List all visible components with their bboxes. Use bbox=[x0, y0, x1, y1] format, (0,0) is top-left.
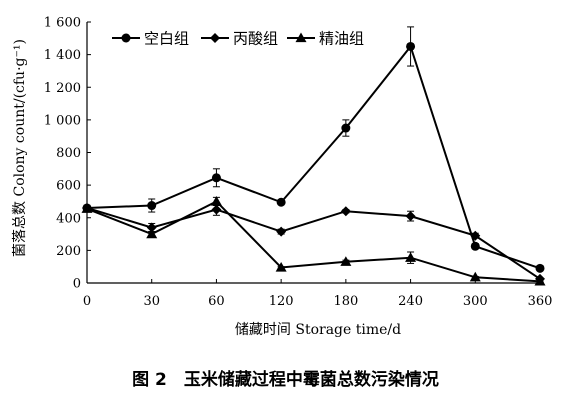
x-tick-label: 360 bbox=[528, 294, 553, 309]
x-tick-label: 300 bbox=[463, 294, 488, 309]
series-line bbox=[86, 200, 541, 283]
series-circle bbox=[82, 26, 545, 273]
x-tick-label: 240 bbox=[398, 294, 423, 309]
data-point bbox=[470, 230, 481, 241]
y-axis-ticks: 0 200 400 600 800 1 000 1 200 1 400 1 600 bbox=[44, 16, 91, 292]
y-axis-label: 菌落总数 Colony count/(cfu·g⁻¹) bbox=[12, 39, 28, 257]
x-tick-label: 60 bbox=[208, 294, 225, 309]
data-point bbox=[275, 262, 287, 272]
legend-item: 空白组 bbox=[112, 30, 189, 48]
data-point bbox=[81, 203, 93, 213]
y-tick-label: 600 bbox=[56, 179, 81, 194]
legend-label: 空白组 bbox=[144, 30, 189, 48]
data-point bbox=[469, 271, 481, 282]
data-point bbox=[147, 201, 157, 211]
y-tick-label: 1 000 bbox=[44, 113, 81, 128]
x-axis-ticks: 0 30 60 120 180 240 300 360 bbox=[83, 279, 553, 309]
y-tick-label: 400 bbox=[56, 211, 81, 226]
line-chart: 0 200 400 600 800 1 000 1 200 1 400 1 600 0 30 60 1… bbox=[12, 16, 553, 339]
data-point bbox=[340, 256, 352, 266]
legend-item: 丙酸组 bbox=[201, 30, 278, 48]
legend-marker bbox=[210, 33, 220, 43]
data-point bbox=[535, 263, 545, 273]
legend-label: 精油组 bbox=[319, 30, 364, 48]
legend-label: 丙酸组 bbox=[233, 30, 278, 48]
x-tick-label: 180 bbox=[333, 294, 358, 309]
series-triangle bbox=[81, 195, 546, 286]
y-tick-label: 1 200 bbox=[44, 81, 81, 96]
data-point bbox=[405, 211, 416, 222]
data-point bbox=[341, 123, 351, 133]
y-tick-label: 200 bbox=[56, 244, 81, 259]
y-tick-label: 800 bbox=[56, 146, 81, 161]
series-line bbox=[86, 44, 541, 270]
data-point bbox=[276, 197, 286, 207]
y-tick-label: 1 600 bbox=[44, 16, 81, 31]
figure-caption: 图 2 玉米储藏过程中霉菌总数污染情况 bbox=[132, 370, 439, 390]
x-axis-label: 储藏时间 Storage time/d bbox=[235, 322, 401, 338]
data-point bbox=[470, 241, 480, 251]
legend-marker bbox=[121, 33, 131, 43]
y-tick-label: 0 bbox=[73, 277, 81, 292]
data-point bbox=[534, 275, 546, 286]
series-line bbox=[86, 207, 541, 280]
data-point bbox=[210, 195, 222, 206]
data-point bbox=[406, 41, 416, 51]
legend-item: 精油组 bbox=[287, 30, 364, 48]
y-tick-label: 1 400 bbox=[44, 48, 81, 63]
data-point bbox=[146, 222, 157, 233]
x-tick-label: 0 bbox=[83, 294, 91, 309]
data-point bbox=[405, 252, 417, 262]
legend-marker bbox=[295, 32, 307, 43]
data-point bbox=[211, 204, 222, 215]
legend: 空白组 丙酸组 精油组 bbox=[112, 30, 364, 48]
x-tick-label: 120 bbox=[269, 294, 294, 309]
x-tick-label: 30 bbox=[143, 294, 160, 309]
data-point bbox=[211, 173, 221, 183]
data-point bbox=[340, 206, 351, 217]
series-layer bbox=[81, 26, 546, 286]
data-point bbox=[276, 226, 287, 237]
data-point bbox=[146, 228, 158, 239]
